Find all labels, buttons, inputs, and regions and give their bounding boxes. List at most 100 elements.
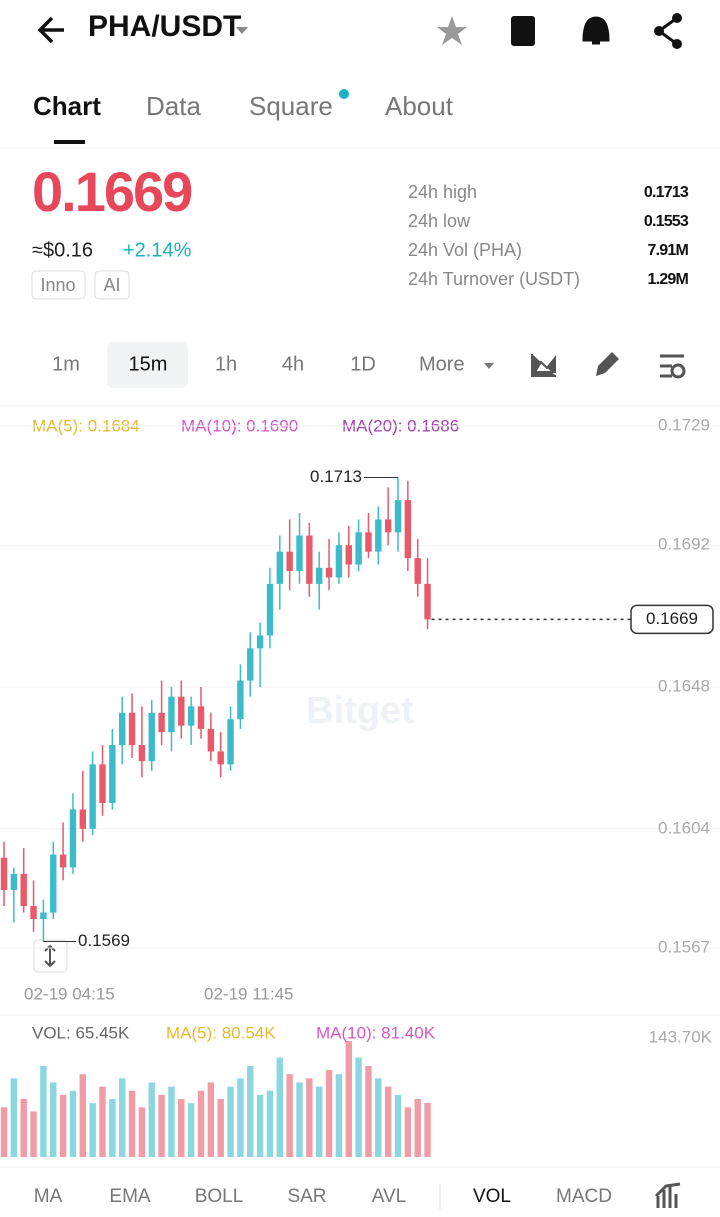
volume-bar [168,1086,175,1157]
volume-bar [256,1094,264,1157]
interval[interactable]: 1h [215,353,237,375]
more-caret[interactable] [484,363,494,369]
volume-bar [404,1107,412,1157]
tab[interactable]: About [385,91,454,121]
volume-bar [187,1103,195,1157]
indicator-tab[interactable]: BOLL [195,1186,244,1207]
volume-bar [138,1107,146,1157]
tab[interactable]: Square [249,91,333,121]
candle-body [168,696,175,733]
draw-icon[interactable] [596,352,619,376]
volume-bar [128,1090,136,1157]
candle-body [424,583,431,620]
volume-bar [59,1094,67,1157]
volume-bar [306,1078,313,1157]
candle-body [394,500,402,533]
tab[interactable]: Chart [33,91,101,121]
last-price-box [630,604,714,635]
candle-body [158,712,165,733]
x-tick-label: 02-19 11:45 [204,984,293,1003]
candle-body [50,854,57,913]
indicator-settings-icon[interactable] [654,1182,681,1208]
candle-body [306,535,313,584]
candle-body [365,532,372,552]
volume-bar [335,1074,343,1157]
candle-body [375,519,382,552]
volume-bar [217,1099,224,1157]
indicator-tab[interactable]: AVL [372,1186,407,1207]
candle-body [178,696,185,726]
y-tick-label: 0.1692 [658,535,710,554]
scale-icon[interactable] [44,944,56,968]
interval[interactable]: More [419,353,465,375]
volume-bar [355,1057,362,1157]
volume-bar [40,1065,47,1157]
interval[interactable]: 15m [129,353,168,375]
candle-body [207,728,215,752]
tag-box [94,270,130,300]
chart-type-icon[interactable] [531,354,556,377]
interval[interactable]: 4h [282,353,304,375]
vol-legend: MA(10): 81.40K [316,1023,436,1042]
alert-icon[interactable] [582,16,610,45]
indicator-tab[interactable]: VOL [473,1186,511,1207]
stat-value: 1.29M [648,271,689,288]
candle-body [237,680,244,720]
volume-bar [109,1099,116,1157]
volume-bar [20,1099,27,1157]
x-tick-label: 02-19 04:15 [24,984,115,1003]
candle-body [89,764,96,829]
volume-bar [384,1086,392,1157]
tab-underline [54,140,85,144]
volume-bar [10,1078,18,1157]
notes-icon[interactable] [511,16,535,46]
stat-value: 0.1713 [644,184,689,201]
settings-icon[interactable] [660,354,684,378]
candle-body [20,873,27,907]
usd-price: ≈$0.16 [32,239,93,261]
favorite-icon[interactable] [437,16,467,45]
last-price: 0.1669 [32,160,192,223]
back-button[interactable] [37,16,64,44]
candle-body [335,545,343,578]
high-label: 0.1713 [310,467,362,486]
interval[interactable]: 1D [350,353,376,375]
stat-value: 0.1553 [644,213,689,230]
candle-body [256,635,264,649]
candle-body [69,809,77,868]
vol-legend: MA(5): 80.54K [166,1023,276,1042]
indicator-tab[interactable]: MACD [556,1186,612,1207]
candle-body [266,583,274,636]
volume-bar [50,1082,57,1157]
low-label: 0.1569 [78,931,130,950]
settings-icon[interactable] [670,363,686,379]
volume-bar [227,1086,234,1157]
volume-bar [424,1102,431,1157]
volume-bar [414,1099,421,1157]
interval[interactable]: 1m [52,353,80,375]
indicator-tab[interactable]: EMA [109,1186,151,1207]
candle-body [345,545,352,565]
candle-body [247,648,254,681]
volume-bar [158,1094,165,1157]
volume-bar [237,1078,244,1157]
volume-bar [89,1103,96,1157]
volume-bar [0,1107,8,1157]
pair-caret[interactable] [236,27,248,34]
volume-bar [316,1086,323,1157]
share-icon[interactable] [654,13,682,49]
candle-body [316,567,323,584]
y-tick-label: 0.1729 [658,415,710,434]
volume-bar [79,1074,86,1157]
volume-bar [325,1070,333,1157]
pair-title[interactable]: PHA/USDT [88,10,241,43]
candle-body [0,857,8,890]
candle-body [197,706,205,729]
y-tick-label: 0.1567 [658,937,710,956]
indicator-tab[interactable]: SAR [287,1186,326,1207]
volume-bar [119,1078,126,1157]
tab[interactable]: Data [146,91,201,121]
indicator-tab[interactable]: MA [34,1186,63,1207]
candle-body [10,873,18,890]
candle-body [325,567,333,578]
